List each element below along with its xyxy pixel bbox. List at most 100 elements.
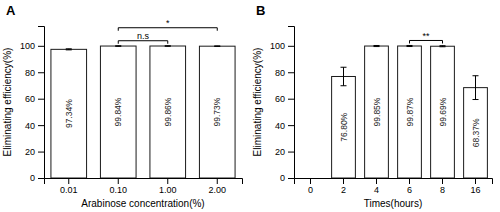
error-bar (374, 45, 380, 46)
data-label: 97.34% (64, 99, 74, 128)
annotations: ** (410, 31, 443, 43)
bar (299, 178, 323, 179)
y-tick: 0 (280, 173, 294, 183)
x-tick: 0.10 (109, 178, 127, 195)
y-tick-label: 20 (275, 147, 285, 157)
x-tick-label: 2.00 (208, 185, 226, 195)
y-tick: 40 (275, 121, 294, 131)
y-tick-mark (38, 178, 44, 179)
x-tick-mark (442, 178, 443, 184)
x-tick-mark (310, 178, 311, 184)
data-label: 99.73% (212, 97, 222, 126)
bar (464, 88, 488, 178)
y-tick-mark (288, 46, 294, 47)
x-tick: 2 (341, 178, 346, 195)
error-bar (115, 45, 121, 47)
y-axis: 0 20 40 60 80 100 (270, 27, 295, 184)
y-tick: 0 (30, 173, 44, 183)
error-bar (165, 45, 171, 47)
y-tick: 20 (275, 147, 294, 157)
y-axis-title: Eliminating efficiency(%) (252, 48, 263, 157)
data-labels: 76.80% 99.85% 99.87% 99.69% 68.37% (339, 97, 481, 147)
y-tick-mark (288, 125, 294, 126)
x-tick-mark (217, 178, 218, 184)
data-labels: 97.34% 99.84% 99.86% 99.73% (64, 97, 223, 128)
bar (398, 46, 422, 178)
y-tick: 80 (275, 68, 294, 78)
y-tick: 100 (270, 41, 294, 51)
y-tick-mark (38, 99, 44, 100)
y-tick: 80 (25, 68, 44, 78)
y-tick-mark (38, 46, 44, 47)
title: B (256, 3, 265, 18)
bars (51, 46, 235, 178)
y-tick-mark (288, 152, 294, 153)
y-tick-label: 60 (25, 94, 35, 104)
bar (332, 76, 356, 178)
data-label: 99.69% (438, 97, 448, 126)
x-tick-label: 8 (440, 185, 445, 195)
y-tick: 60 (275, 94, 294, 104)
plot-area: 0 20 40 60 80 100 0.01 0.10 1.00 2.00 97.34% 99.84%… (2, 18, 243, 209)
x-tick-mark (68, 178, 69, 184)
bar (100, 46, 136, 178)
data-label: 99.85% (372, 97, 382, 126)
error-bar (407, 45, 413, 46)
axis-line (288, 27, 295, 179)
x-tick: 0 (308, 178, 313, 195)
bar (365, 46, 389, 178)
x-axis: 0246816 (295, 178, 493, 195)
data-label: 76.80% (339, 112, 349, 141)
x-tick-mark (409, 178, 410, 184)
x-tick-mark (343, 178, 344, 184)
x-tick-label: 0 (308, 185, 313, 195)
y-tick-label: 0 (280, 173, 285, 183)
annotation: n.s (137, 31, 150, 41)
y-tick-mark (38, 125, 44, 126)
y-tick: 20 (25, 147, 44, 157)
y-tick: 40 (25, 121, 44, 131)
y-tick-mark (288, 72, 294, 73)
y-axis-title: Eliminating efficiency(%) (2, 48, 13, 157)
bar (51, 49, 87, 178)
x-tick-mark (167, 178, 168, 184)
axis-line (295, 179, 493, 185)
annotations: n.s * (118, 18, 217, 43)
error-bar (473, 76, 479, 100)
x-tick: 1.00 (159, 178, 177, 195)
x-tick-label: 0.10 (109, 185, 127, 195)
annotation: * (166, 18, 170, 28)
x-tick: 2.00 (208, 178, 226, 195)
axis-line (38, 27, 45, 179)
x-tick-mark (118, 178, 119, 184)
y-tick-label: 40 (25, 121, 35, 131)
y-tick-label: 60 (275, 94, 285, 104)
title: A (6, 3, 16, 18)
x-tick-label: 16 (470, 185, 480, 195)
data-label: 99.84% (113, 97, 123, 126)
y-tick-label: 100 (270, 41, 285, 51)
panel: 0 20 40 60 80 100 0.01 0.10 1.00 2.00 97.34% 99.84%… (2, 3, 243, 209)
y-tick-label: 80 (275, 68, 285, 78)
axis-line (45, 179, 243, 185)
data-label: 99.86% (163, 97, 173, 126)
y-tick-mark (38, 72, 44, 73)
y-tick-label: 20 (25, 147, 35, 157)
x-tick-mark (475, 178, 476, 184)
data-label: 99.87% (405, 97, 415, 126)
annotation: ** (422, 31, 430, 41)
y-tick-mark (38, 152, 44, 153)
x-tick: 0.01 (60, 178, 78, 195)
y-axis: 0 20 40 60 80 100 (20, 27, 45, 184)
x-axis-title: Arabinose concentration(%) (81, 198, 204, 209)
y-tick-label: 0 (30, 173, 35, 183)
x-tick: 8 (440, 178, 445, 195)
x-axis-title: Times(hours) (364, 198, 423, 209)
y-tick: 100 (20, 41, 44, 51)
error-bar (214, 45, 220, 47)
bar (199, 46, 235, 178)
data-label: 68.37% (471, 118, 481, 147)
x-tick-label: 2 (341, 185, 346, 195)
y-tick-label: 40 (275, 121, 285, 131)
plot-area: 020406080100024681676.80%99.85%99.87%99.… (252, 27, 493, 210)
